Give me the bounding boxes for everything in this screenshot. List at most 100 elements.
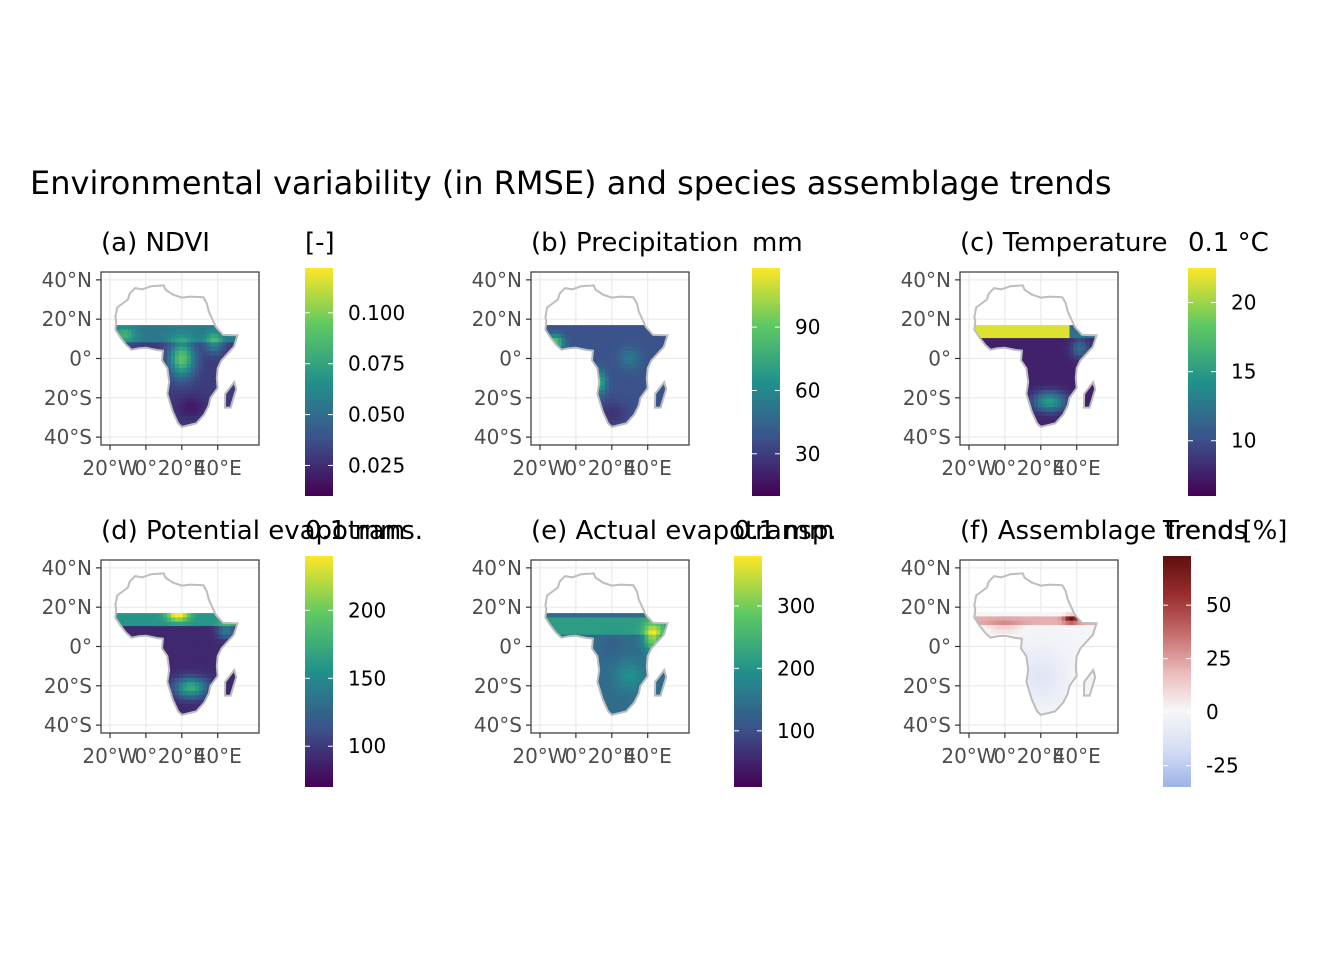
color-bar: [1163, 556, 1191, 787]
lon-tick-label: 40°E: [1053, 456, 1101, 480]
legend-tick-label: 300: [777, 594, 815, 618]
raster-field: [974, 612, 1097, 715]
lat-tick-label: 0°: [69, 635, 92, 659]
color-bar: [305, 268, 333, 496]
legend-tick-label: 20: [1231, 291, 1256, 315]
lon-tick-label: 20°E: [158, 744, 206, 768]
legend-tick-label: 200: [777, 656, 815, 680]
raster-field: [974, 325, 1097, 427]
lat-tick-label: 40°S: [903, 713, 951, 737]
lat-tick-label: 20°S: [44, 386, 92, 410]
lat-tick-label: 0°: [499, 635, 522, 659]
legend-title: mm: [752, 228, 803, 258]
raster-field: [115, 613, 238, 715]
lon-tick-label: 40°E: [1053, 744, 1101, 768]
lat-tick-label: 40°S: [44, 713, 92, 737]
lon-tick-label: 40°E: [624, 456, 672, 480]
legend-tick-label: 50: [1206, 593, 1231, 617]
lon-tick-label: 0°: [994, 456, 1017, 480]
legend-tick-label: 150: [348, 666, 386, 690]
legend-tick-label: 0.100: [348, 301, 405, 325]
lat-tick-label: 20°N: [472, 307, 522, 331]
map-panel: (b) Precipitation40°N20°N0°20°S40°S20°W0…: [472, 228, 820, 496]
lon-tick-label: 0°: [565, 456, 588, 480]
lon-tick-label: 0°: [135, 456, 158, 480]
lat-tick-label: 20°N: [901, 595, 951, 619]
color-bar: [1188, 268, 1216, 496]
legend-title: 0.1 °C: [1188, 228, 1269, 258]
legend-title: 0.1 mm: [734, 516, 834, 546]
lat-tick-label: 0°: [928, 635, 951, 659]
legend-tick-label: 30: [795, 442, 820, 466]
lat-tick-label: 40°N: [42, 268, 92, 292]
legend-title: 0.1 mm: [305, 516, 405, 546]
lon-tick-label: 20°E: [1017, 744, 1065, 768]
lat-tick-label: 20°S: [44, 674, 92, 698]
color-bar: [734, 556, 762, 787]
lat-tick-label: 20°N: [42, 307, 92, 331]
raster-field: [115, 325, 238, 427]
lat-tick-label: 20°N: [472, 595, 522, 619]
lon-tick-label: 20°W: [82, 744, 137, 768]
legend-tick-label: 0.025: [348, 453, 405, 477]
lat-tick-label: 40°N: [901, 268, 951, 292]
lon-tick-label: 0°: [565, 744, 588, 768]
raster-field: [545, 613, 668, 715]
legend-tick-label: 25: [1206, 647, 1231, 671]
color-bar: [305, 556, 333, 787]
legend-tick-label: -25: [1206, 754, 1239, 778]
legend-tick-label: 60: [795, 378, 820, 402]
lat-tick-label: 20°S: [903, 674, 951, 698]
lon-tick-label: 20°W: [941, 456, 996, 480]
lat-tick-label: 40°N: [901, 556, 951, 580]
lon-tick-label: 20°E: [1017, 456, 1065, 480]
lat-tick-label: 20°N: [901, 307, 951, 331]
lon-tick-label: 20°W: [941, 744, 996, 768]
raster-field: [545, 325, 668, 427]
lat-tick-label: 40°S: [474, 713, 522, 737]
lat-tick-label: 40°N: [42, 556, 92, 580]
lat-tick-label: 40°S: [44, 425, 92, 449]
lon-tick-label: 20°W: [512, 744, 567, 768]
map-panel: (f) Assemblage trends 40°N 20°N 0° 20°S 40°S 2…: [901, 516, 1287, 787]
lon-tick-label: 40°E: [194, 456, 242, 480]
legend-tick-label: 0: [1206, 700, 1219, 724]
lat-tick-label: 20°S: [474, 674, 522, 698]
lon-tick-label: 20°E: [588, 744, 636, 768]
panel-title: (f) Assemblage trends: [960, 516, 1247, 546]
color-bar: [752, 268, 780, 496]
lon-tick-label: 20°W: [82, 456, 137, 480]
legend-title: [-]: [305, 228, 335, 258]
lat-tick-label: 40°S: [903, 425, 951, 449]
lon-tick-label: 0°: [135, 744, 158, 768]
panel-title: (b) Precipitation: [531, 228, 739, 258]
lon-tick-label: 20°E: [588, 456, 636, 480]
legend-tick-label: 100: [348, 734, 386, 758]
panel-title: (c) Temperature: [960, 228, 1168, 258]
legend-tick-label: 10: [1231, 429, 1256, 453]
legend-tick-label: 90: [795, 315, 820, 339]
lat-tick-label: 0°: [69, 347, 92, 371]
lon-tick-label: 40°E: [624, 744, 672, 768]
legend-tick-label: 100: [777, 719, 815, 743]
panel-title: (a) NDVI: [101, 228, 210, 258]
lon-tick-label: 0°: [994, 744, 1017, 768]
lat-tick-label: 20°S: [903, 386, 951, 410]
legend-tick-label: 0.075: [348, 352, 405, 376]
lat-tick-label: 0°: [928, 347, 951, 371]
lon-tick-label: 40°E: [194, 744, 242, 768]
lat-tick-label: 40°N: [472, 556, 522, 580]
map-panel: (d) Potential evapotrans. 40°N 20°N 0° 20°S 4…: [42, 516, 423, 787]
legend-tick-label: 200: [348, 598, 386, 622]
lat-tick-label: 40°S: [474, 425, 522, 449]
lat-tick-label: 0°: [499, 347, 522, 371]
figure-title: Environmental variability (in RMSE) and …: [30, 164, 1112, 202]
panel-title: (d) Potential evapotrans.: [101, 516, 423, 546]
lat-tick-label: 40°N: [472, 268, 522, 292]
lat-tick-label: 20°S: [474, 386, 522, 410]
lon-tick-label: 20°W: [512, 456, 567, 480]
